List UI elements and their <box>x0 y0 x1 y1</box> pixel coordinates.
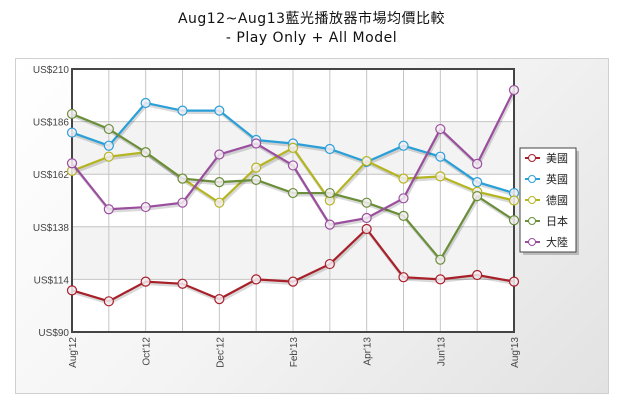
data-point <box>398 193 409 204</box>
data-point <box>214 197 225 208</box>
series-大陸 <box>66 84 520 230</box>
data-point <box>435 151 446 162</box>
data-point <box>398 173 409 184</box>
data-point <box>103 140 114 151</box>
y-tick-label: US$138 <box>33 223 70 234</box>
data-point <box>214 149 225 160</box>
data-point <box>251 174 262 185</box>
data-point <box>287 160 299 171</box>
data-point <box>508 195 520 206</box>
y-tick-label: US$90 <box>38 328 69 339</box>
y-tick-label: US$186 <box>33 118 70 129</box>
data-point <box>287 142 299 153</box>
legend-swatch-marker <box>528 217 536 225</box>
data-point <box>66 108 78 120</box>
data-point <box>435 274 446 285</box>
data-point <box>140 147 151 158</box>
data-point <box>324 143 335 155</box>
data-point <box>103 123 114 135</box>
data-point <box>103 151 114 162</box>
data-point <box>472 158 483 169</box>
data-point <box>214 105 225 116</box>
data-point <box>361 223 372 235</box>
data-point <box>251 274 262 285</box>
data-point <box>361 155 372 167</box>
series-美國 <box>66 223 520 307</box>
data-point <box>214 294 225 305</box>
data-point <box>177 278 188 289</box>
legend-swatch-marker <box>528 175 536 183</box>
data-point <box>66 285 78 296</box>
data-point <box>472 191 483 202</box>
data-point <box>287 187 299 199</box>
data-point <box>435 254 446 265</box>
legend-label: 英國 <box>546 172 568 186</box>
data-point <box>177 197 188 208</box>
data-point <box>140 276 151 287</box>
chart-title: Aug12~Aug13藍光播放器市場均價比較 <box>177 11 446 27</box>
y-tick-label: US$114 <box>34 275 70 286</box>
x-tick-label: Apr'13 <box>363 337 374 366</box>
data-point <box>435 123 446 135</box>
data-point <box>140 201 151 213</box>
legend-label: 大陸 <box>546 235 568 249</box>
data-point <box>140 97 151 109</box>
data-point <box>508 215 520 226</box>
data-point <box>103 296 114 307</box>
y-tick-label: US$210 <box>33 65 70 76</box>
legend-label: 德國 <box>546 193 568 207</box>
data-point <box>472 176 483 188</box>
x-tick-label: Oct'12 <box>142 337 153 366</box>
data-point <box>251 138 262 149</box>
series-日本 <box>66 108 520 265</box>
data-point <box>324 219 335 230</box>
data-point <box>214 176 225 188</box>
data-point <box>398 272 409 283</box>
data-point <box>66 127 78 138</box>
x-tick-label: Dec'12 <box>215 337 226 368</box>
data-point <box>324 187 335 199</box>
data-point <box>361 212 372 224</box>
data-point <box>508 276 520 287</box>
legend-swatch-marker <box>528 154 536 162</box>
x-tick-label: Aug'13 <box>510 337 521 368</box>
y-tick-label: US$162 <box>33 170 70 181</box>
data-point <box>398 140 409 151</box>
x-tick-label: Aug'12 <box>68 337 79 368</box>
data-point <box>103 204 114 215</box>
data-point <box>177 173 188 184</box>
data-point <box>287 276 299 287</box>
legend-label: 美國 <box>546 152 568 165</box>
legend-swatch-marker <box>528 238 536 246</box>
data-point <box>177 105 188 116</box>
data-point <box>66 158 78 169</box>
chart-subtitle: - Play Only + All Model <box>225 30 398 46</box>
data-point <box>435 171 446 182</box>
data-point <box>251 162 262 173</box>
data-point <box>361 197 372 208</box>
data-point <box>398 210 409 221</box>
x-tick-label: Jun'13 <box>436 337 447 367</box>
data-point <box>508 84 520 96</box>
legend-swatch-marker <box>528 196 536 204</box>
data-point <box>324 258 335 270</box>
data-point <box>472 269 483 281</box>
legend-label: 日本 <box>546 214 568 228</box>
x-tick-label: Feb'13 <box>289 337 300 368</box>
